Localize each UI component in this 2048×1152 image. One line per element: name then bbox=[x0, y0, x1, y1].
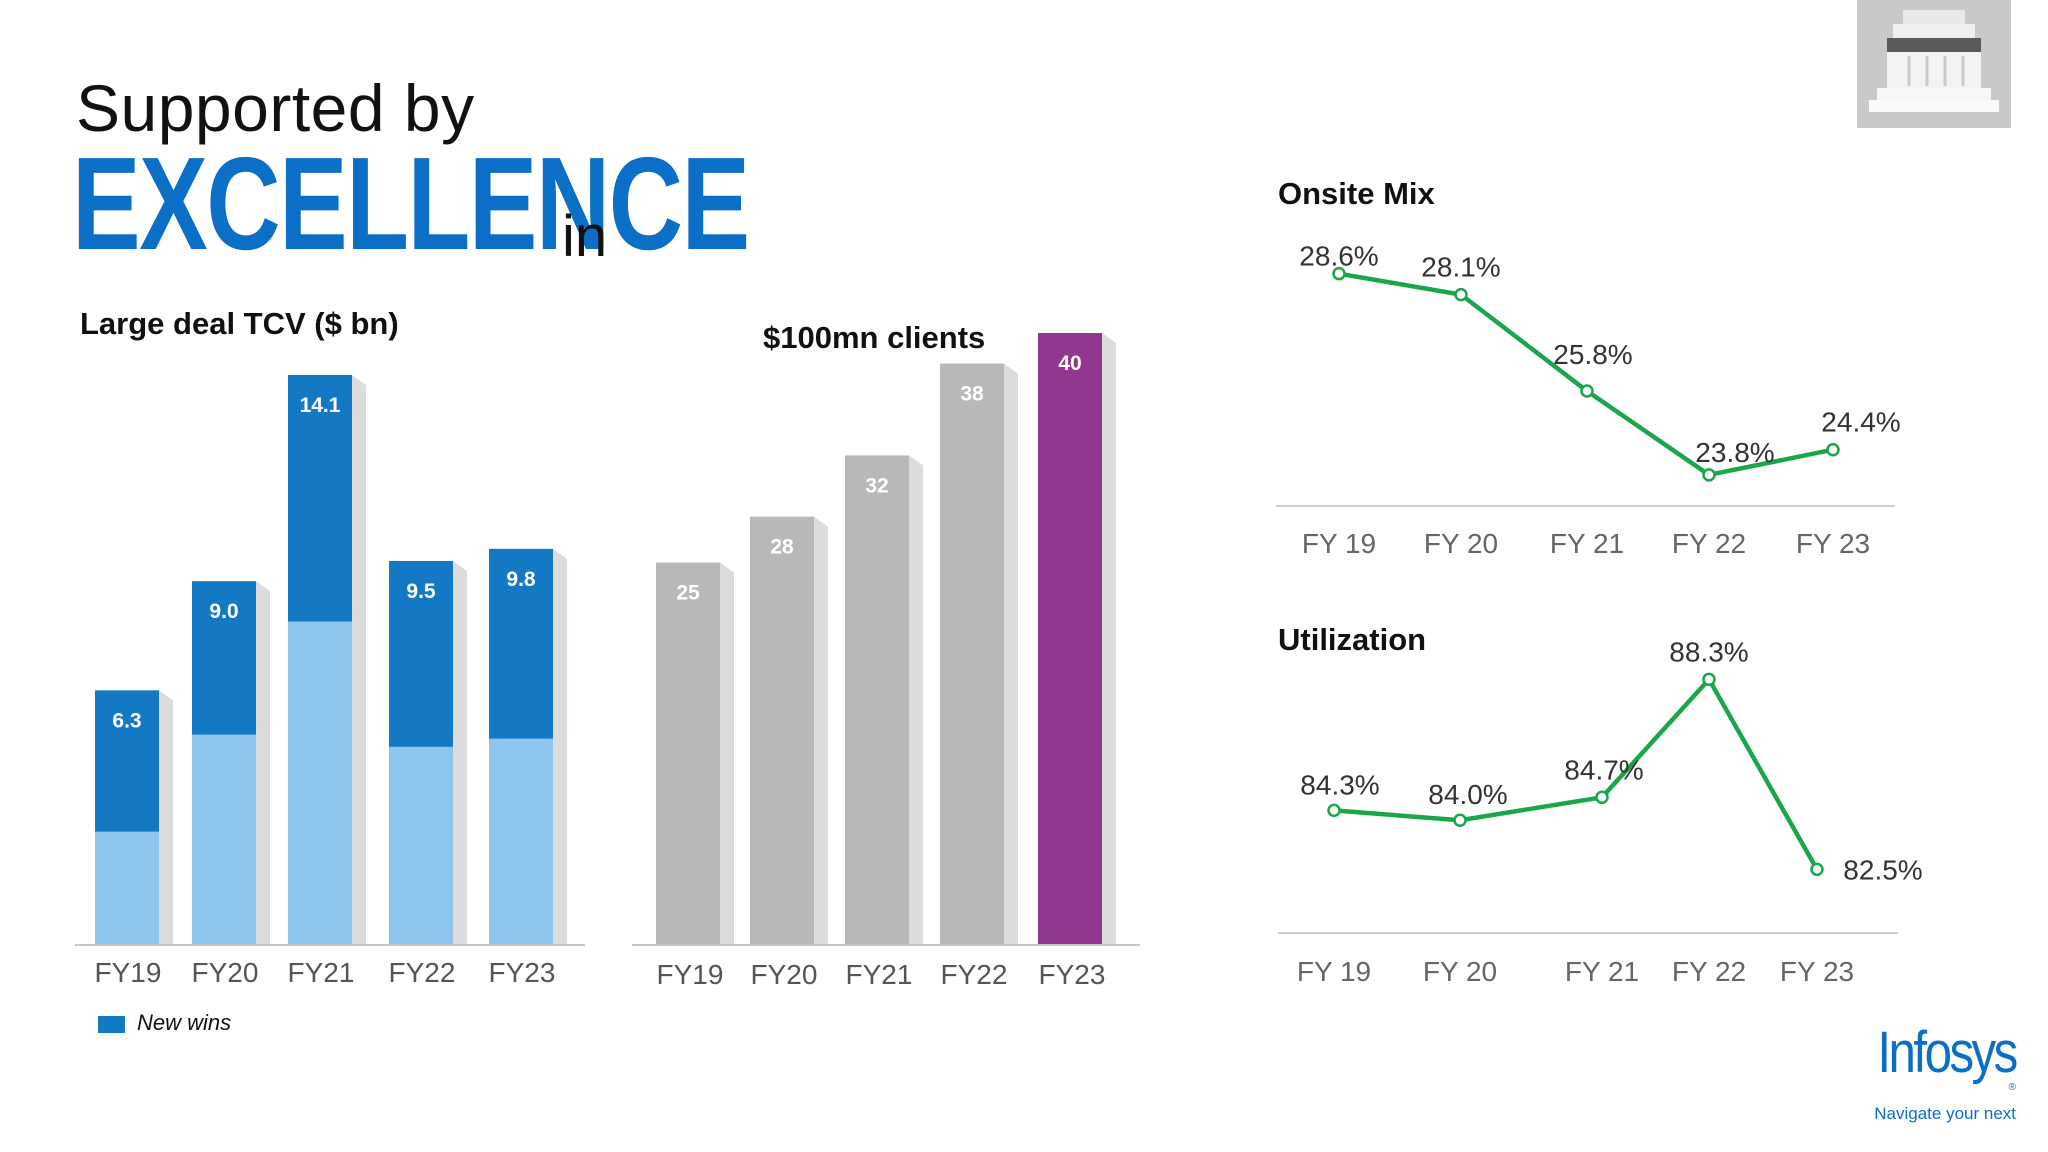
brand-tagline: Navigate your next bbox=[1874, 1104, 2016, 1123]
onsite-data-label: 23.8% bbox=[1695, 437, 1774, 468]
tcv-bar-total bbox=[489, 548, 553, 739]
tcv-data-label: 6.3 bbox=[112, 709, 141, 732]
tcv-tick-label: FY22 bbox=[389, 957, 456, 988]
clients-bar bbox=[940, 363, 1004, 946]
onsite-point bbox=[1826, 442, 1840, 457]
util-tick-label: FY 23 bbox=[1780, 956, 1854, 987]
util-data-label: 82.5% bbox=[1843, 854, 1922, 885]
tcv-bar-total bbox=[95, 690, 159, 832]
chart-title-utilization: Utilization bbox=[1278, 622, 1427, 657]
onsite-data-label: 28.1% bbox=[1421, 252, 1500, 283]
clients-data-label: 32 bbox=[865, 474, 888, 497]
chart-title-large-deal-tcv: Large deal TCV ($ bn) bbox=[80, 306, 399, 341]
tcv-tick-label: FY23 bbox=[489, 957, 556, 988]
clients-bar-shadow bbox=[1004, 363, 1018, 946]
tcv-data-label: 9.8 bbox=[506, 568, 536, 591]
title-line2: EXCELLENCE in bbox=[72, 138, 939, 270]
tcv-bar-shadow bbox=[553, 548, 567, 945]
tcv-bar-new-wins bbox=[288, 621, 352, 945]
onsite-data-label: 24.4% bbox=[1821, 407, 1900, 438]
tcv-bar-new-wins bbox=[95, 831, 159, 945]
tcv-bar-total bbox=[192, 581, 256, 735]
onsite-tick-label: FY 23 bbox=[1796, 528, 1870, 559]
onsite-point bbox=[1332, 266, 1346, 281]
clients-data-label: 25 bbox=[676, 582, 700, 605]
util-point bbox=[1453, 813, 1467, 827]
clients-bar bbox=[656, 562, 720, 945]
chart-title-onsite-mix: Onsite Mix bbox=[1278, 176, 1435, 211]
tcv-data-label: 14.1 bbox=[300, 394, 341, 417]
clients-bar bbox=[750, 516, 814, 945]
brand-logo: Infosys® Navigate your next bbox=[1846, 1020, 2019, 1124]
util-tick-label: FY 19 bbox=[1297, 956, 1371, 987]
tcv-bar-total bbox=[389, 560, 453, 747]
util-point bbox=[1327, 803, 1341, 818]
tcv-bar-shadow bbox=[352, 375, 366, 945]
clients-bar-shadow bbox=[814, 516, 828, 945]
building-logo-icon bbox=[1857, 0, 2011, 128]
tcv-bar-new-wins bbox=[489, 738, 553, 945]
tcv-tick-label: FY21 bbox=[288, 957, 355, 988]
util-tick-label: FY 20 bbox=[1423, 956, 1497, 987]
util-data-label: 84.3% bbox=[1300, 769, 1379, 800]
onsite-point bbox=[1454, 287, 1468, 302]
onsite-tick-label: FY 22 bbox=[1672, 528, 1746, 559]
onsite-tick-label: FY 19 bbox=[1302, 528, 1376, 559]
clients-data-label: 38 bbox=[960, 383, 984, 406]
tcv-tick-label: FY20 bbox=[192, 957, 259, 988]
clients-bar bbox=[845, 455, 909, 945]
tcv-bar-new-wins bbox=[192, 734, 256, 945]
legend-swatch bbox=[98, 1015, 125, 1033]
tcv-tick-label: FY19 bbox=[95, 957, 162, 988]
util-data-label: 84.7% bbox=[1564, 754, 1643, 785]
brand-registered: ® bbox=[2008, 1082, 2016, 1093]
clients-bar bbox=[1038, 333, 1102, 945]
util-tick-label: FY 22 bbox=[1672, 956, 1746, 987]
clients-data-label: 40 bbox=[1058, 352, 1081, 375]
onsite-data-label: 25.8% bbox=[1553, 339, 1632, 370]
clients-bar-shadow bbox=[720, 562, 734, 945]
clients-data-label: 28 bbox=[770, 536, 794, 559]
tcv-bar-shadow bbox=[159, 690, 173, 945]
tcv-bar-shadow bbox=[453, 560, 467, 945]
title-excellence: EXCELLENCE bbox=[72, 130, 750, 277]
clients-tick-label: FY23 bbox=[1039, 959, 1106, 990]
chart-title-100mn-clients: $100mn clients bbox=[763, 320, 986, 355]
tcv-bar-new-wins bbox=[389, 746, 453, 945]
onsite-point bbox=[1580, 384, 1594, 398]
legend-label: New wins bbox=[137, 1010, 232, 1035]
onsite-tick-label: FY 20 bbox=[1424, 528, 1498, 559]
onsite-tick-label: FY 21 bbox=[1550, 528, 1624, 559]
clients-bar-shadow bbox=[909, 455, 923, 945]
tcv-data-label: 9.5 bbox=[406, 580, 436, 603]
brand-name: Infosys bbox=[1877, 1020, 2019, 1085]
clients-tick-label: FY22 bbox=[941, 959, 1008, 990]
clients-tick-label: FY21 bbox=[846, 959, 913, 990]
clients-tick-label: FY20 bbox=[751, 959, 818, 990]
util-data-label: 84.0% bbox=[1428, 779, 1507, 810]
util-tick-label: FY 21 bbox=[1565, 956, 1639, 987]
tcv-bar-shadow bbox=[256, 581, 270, 945]
util-point bbox=[1702, 672, 1716, 687]
onsite-point bbox=[1702, 468, 1716, 482]
legend-new-wins: New wins bbox=[98, 1010, 231, 1036]
util-point bbox=[1595, 790, 1609, 805]
util-point bbox=[1810, 862, 1824, 877]
clients-bar-shadow bbox=[1102, 333, 1116, 945]
onsite-data-label: 28.6% bbox=[1299, 241, 1378, 272]
tcv-bar-total bbox=[288, 375, 352, 622]
clients-tick-label: FY19 bbox=[657, 959, 724, 990]
util-data-label: 88.3% bbox=[1669, 636, 1748, 667]
title-in: in bbox=[562, 204, 608, 269]
tcv-data-label: 9.0 bbox=[209, 600, 238, 623]
title-line1: Supported by bbox=[76, 71, 475, 145]
